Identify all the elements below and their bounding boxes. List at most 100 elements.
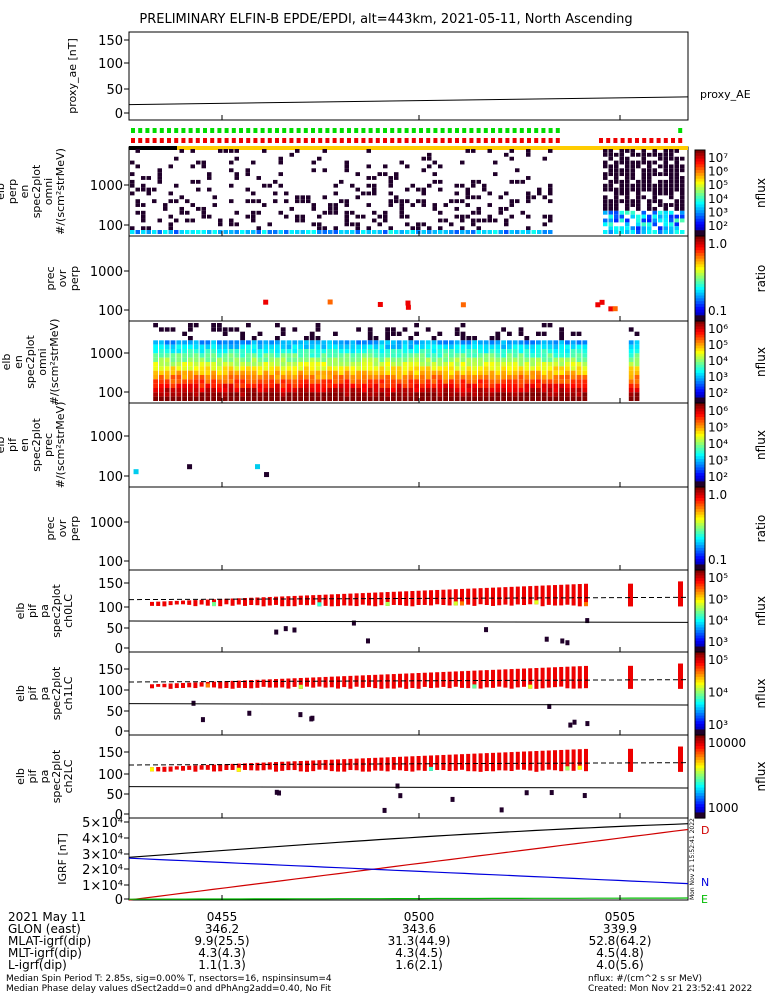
spectrogram-cell [217,370,222,375]
colorbar-label: nflux [754,347,768,377]
pitch-bar [236,763,241,772]
precip-flag-green [253,128,258,133]
spectrogram-cell [582,362,588,367]
spectrogram-cell [309,392,315,397]
pitch-bar [199,599,204,605]
spectrogram-cell [547,396,553,401]
spectrogram-cell [425,362,431,367]
spectrogram-cell [465,203,470,207]
y-tick-label: 50 [106,83,123,98]
spectrogram-cell [256,199,261,204]
time-axis-value: 0505 [605,910,636,924]
spectrogram-cell [614,187,619,192]
spectrogram-cell [399,203,404,207]
spectrogram-cell [476,206,481,211]
pitch-speck [572,719,577,725]
spectrogram-cell [425,344,431,349]
spectrogram-cell [541,388,547,393]
spectrogram-cell [344,349,350,354]
spectrogram-cell [608,156,613,161]
spectrogram-cell [176,353,182,358]
pitch-bar [628,748,633,772]
colorbar-swatch [695,215,705,220]
precip-flag-green [339,128,344,133]
y-axis-label-line: pif [26,603,39,618]
y-tick-label: 0 [115,893,123,908]
precip-flag-red [620,138,625,143]
spectrogram-cell [344,230,349,234]
spectrogram-cell [559,357,564,362]
spectrogram-cell [414,340,419,345]
spectrogram-cell [559,392,564,397]
colorbar-swatch [695,422,705,426]
spectrogram-cell [466,344,472,349]
spectrogram-cell [669,168,674,173]
spectrogram-cell [636,214,641,219]
spectrogram-cell [379,349,385,354]
spectrogram-cell [315,357,321,362]
spectrogram-cell [541,379,547,384]
spectrogram-cell [408,392,414,397]
pitch-bar [286,596,291,607]
spectrogram-cell [472,370,477,375]
spectrogram-cell [366,226,371,231]
precip-flag-red [354,138,359,143]
spectrogram-cell [443,218,448,223]
spectrogram-cell [489,349,495,354]
spectrogram-cell [338,388,344,393]
colorbar-swatch [695,378,705,382]
spectrogram-cell [295,230,300,234]
colorbar-tick-label: 10⁵ [708,178,728,192]
pitch-bar [224,598,229,605]
spectrogram-cell [619,183,624,188]
spectrogram-cell [362,366,367,371]
pitch-bar [336,594,340,607]
spectrogram-cell [495,331,501,336]
spectrogram-cell [217,353,222,358]
pitch-bar [267,596,272,606]
colorbar-swatch [695,459,705,463]
spectrogram-cell [619,226,624,231]
colorbar-swatch [695,155,705,160]
spectrogram-cell [176,366,182,371]
pitch-speck [351,620,356,626]
spectrogram-cell [179,206,184,211]
spectrogram-cell [536,375,541,380]
precip-flag-green [131,128,135,133]
spectrogram-cell [652,149,657,153]
spectrogram-cell [367,375,373,380]
spectrogram-cell [501,349,506,354]
spectrogram-cell [196,230,201,234]
spectrogram-cell [641,222,646,227]
y-axis-label-line: spec2plot [30,164,43,218]
spectrogram-cell [217,375,222,380]
spectrogram-cell [317,226,322,231]
spectrogram-cell [495,357,501,362]
spectrogram-cell [298,344,303,349]
spectrogram-cell [501,383,506,388]
spectrogram-cell [362,396,367,401]
spectrogram-cell [328,230,333,234]
spectrogram-cell [437,349,443,354]
colorbar-tick-label: 10⁴ [708,437,728,451]
spectrogram-cell [315,362,321,367]
spectrogram-cell [153,353,158,358]
spectrogram-cell [460,230,465,234]
colorbar-swatch [695,392,705,396]
precip-flag-red [505,138,510,143]
spectrogram-cell [385,327,390,332]
precip-flag-red [159,138,164,143]
colorbar-swatch [695,345,705,349]
colorbar-swatch [695,394,705,399]
spectrogram-cell [292,370,298,375]
colorbar-swatch [695,181,705,185]
pitch-bar [329,594,334,607]
spectrogram-cell [634,349,640,354]
spectrogram-cell [234,222,239,227]
spectrogram-cell [188,336,193,341]
spectrogram-cell [286,353,292,358]
spectrogram-cell [565,340,570,345]
colorbar-swatch [695,525,705,530]
colorbar-swatch [695,600,705,604]
spectrogram-cell [188,344,193,349]
